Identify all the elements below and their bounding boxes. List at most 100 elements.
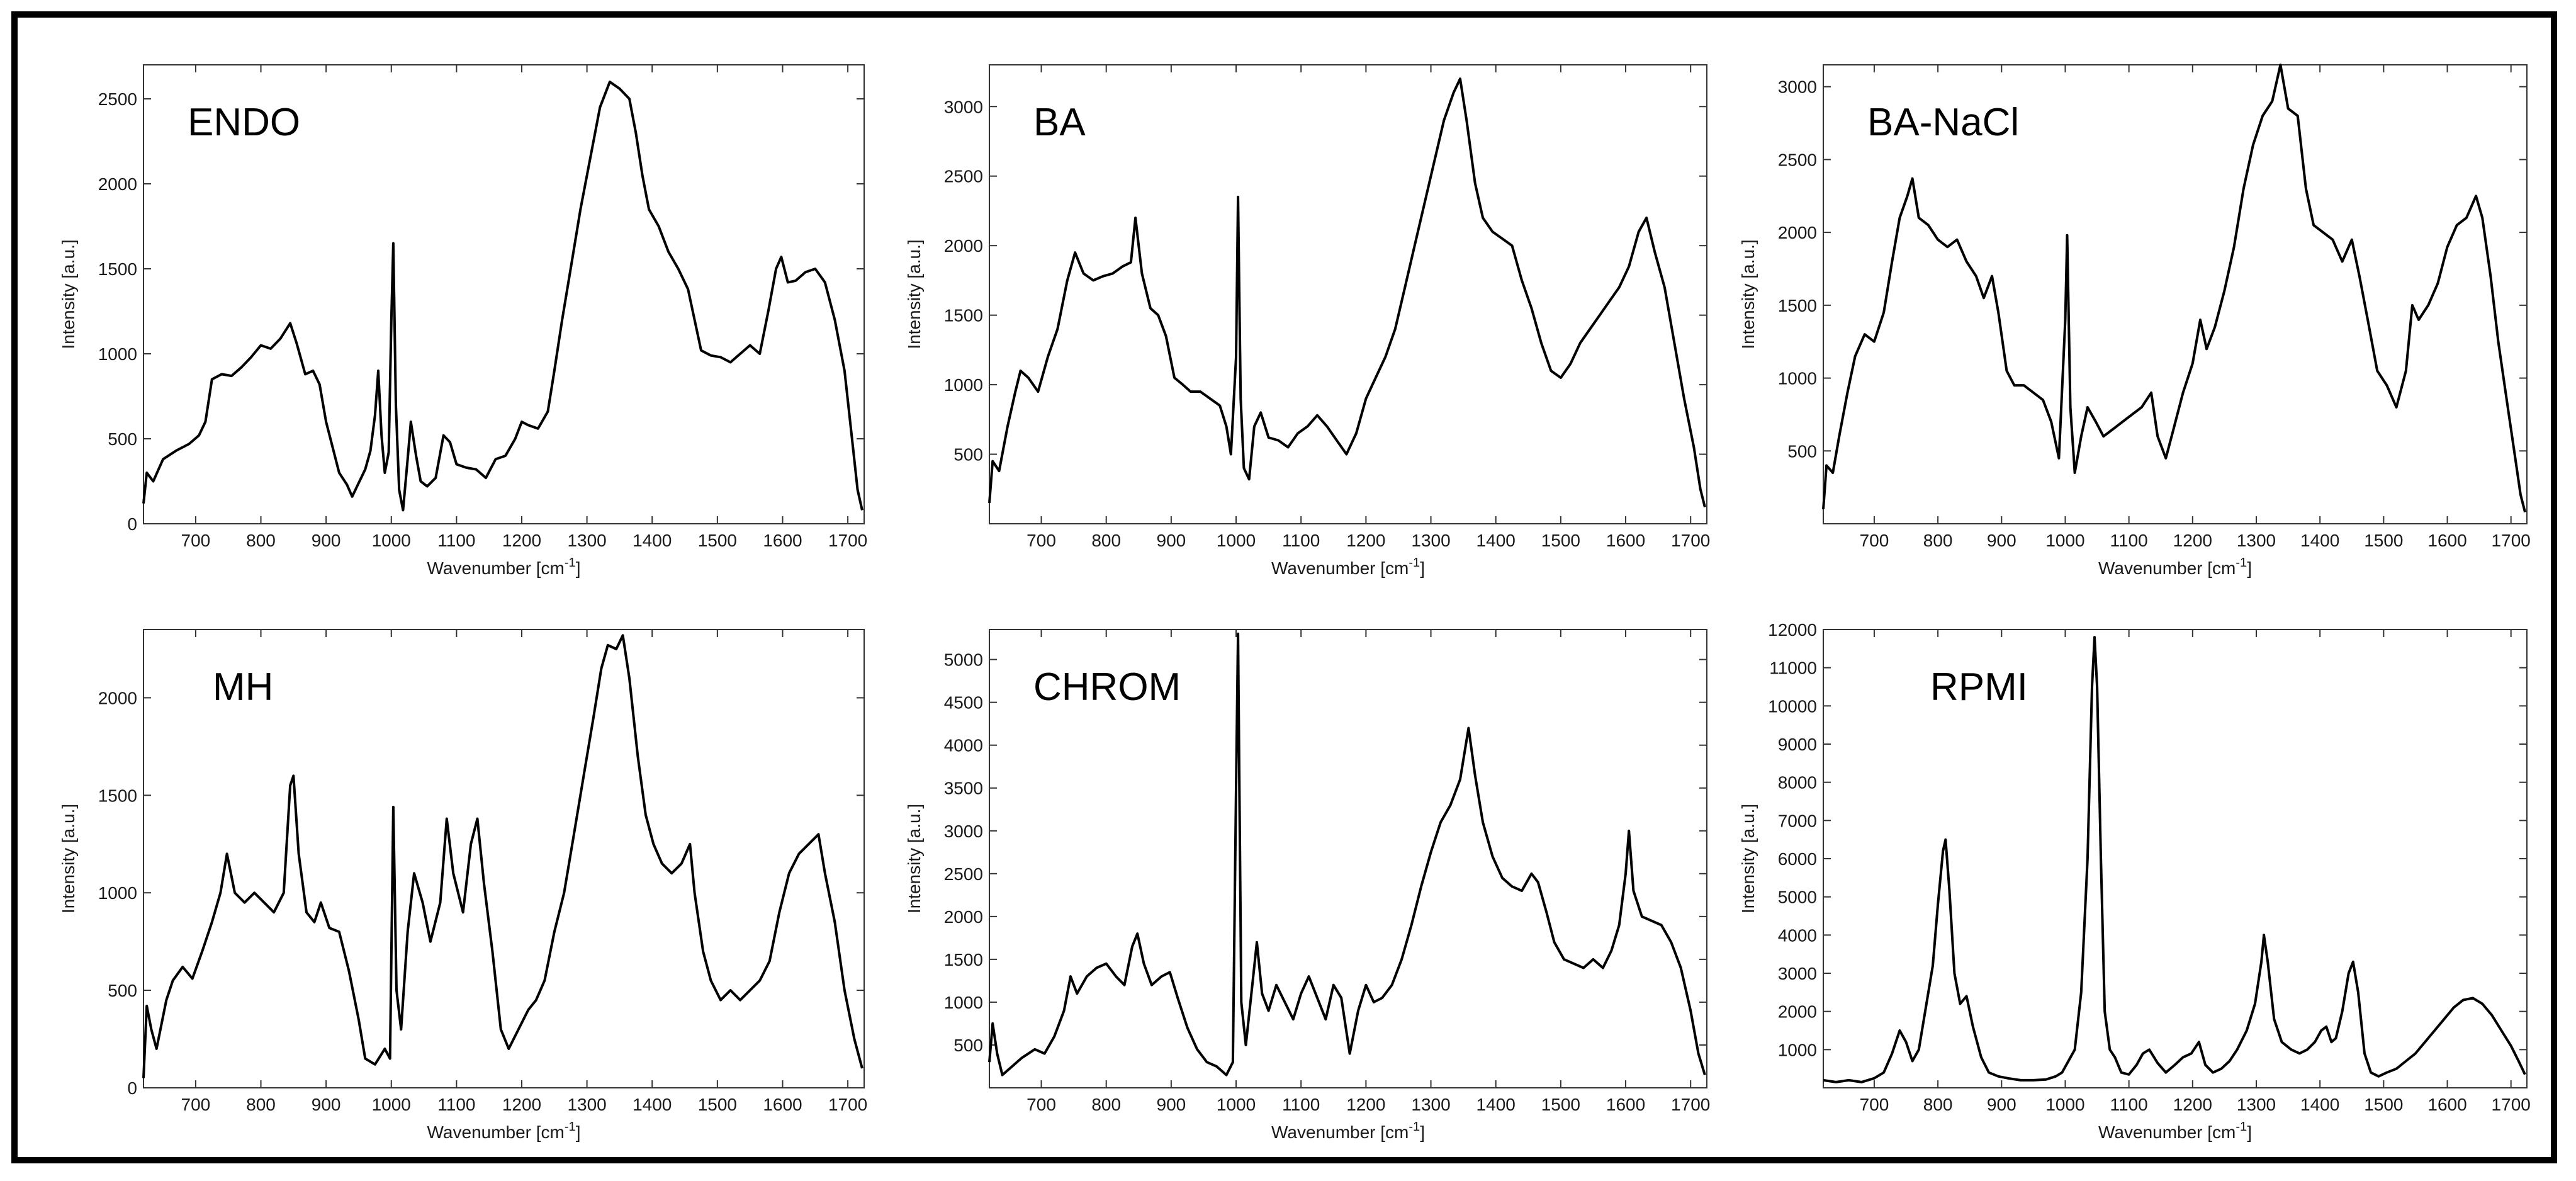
x-tick-label: 1400 xyxy=(633,531,672,550)
plot-area xyxy=(989,64,1707,524)
x-tick-label: 1600 xyxy=(1606,531,1645,550)
x-tick-label: 1600 xyxy=(763,1095,802,1114)
y-tick-label: 4000 xyxy=(944,736,983,755)
x-tick-label: 1000 xyxy=(1217,1095,1256,1114)
y-tick-label: 1500 xyxy=(98,259,137,279)
y-tick-label: 6000 xyxy=(1778,849,1817,869)
y-tick-label: 500 xyxy=(108,429,137,449)
plot-area xyxy=(1823,64,2528,524)
y-tick-label: 2500 xyxy=(1778,150,1817,169)
x-tick-label: 800 xyxy=(246,1095,276,1114)
y-tick-label: 500 xyxy=(1787,441,1817,461)
y-tick-label: 1500 xyxy=(944,950,983,969)
x-tick-label: 1500 xyxy=(1541,531,1580,550)
x-tick-label: 1600 xyxy=(1606,1095,1645,1114)
x-tick-label: 1100 xyxy=(437,1095,475,1114)
x-tick-label: 900 xyxy=(1157,1095,1186,1114)
x-tick-label: 1200 xyxy=(502,531,541,550)
x-tick-label: 1500 xyxy=(698,1095,737,1114)
x-tick-label: 700 xyxy=(1860,1095,1889,1114)
y-tick-label: 2000 xyxy=(98,688,137,708)
y-axis-label: Intensity [a.u.] xyxy=(904,239,924,349)
x-tick-label: 1100 xyxy=(1282,1095,1320,1114)
x-tick-label: 1700 xyxy=(1671,1095,1710,1114)
x-tick-label: 1200 xyxy=(1346,1095,1385,1114)
x-tick-label: 1500 xyxy=(1541,1095,1580,1114)
y-tick-label: 2000 xyxy=(1778,1002,1817,1022)
x-tick-label: 1500 xyxy=(2364,531,2403,550)
panel-label: BA xyxy=(1033,101,1086,144)
plot-area xyxy=(1823,629,2528,1088)
x-axis-label: Wavenumber [cm-1] xyxy=(1271,1120,1425,1142)
x-tick-label: 1200 xyxy=(502,1095,541,1114)
x-axis-label: Wavenumber [cm-1] xyxy=(1271,556,1425,578)
panel-ba-nacl: 700 800 900 1000 1100 1200 1300 1400 1500 1600 170… xyxy=(1738,64,2531,578)
y-axis-label: Intensity [a.u.] xyxy=(1738,239,1758,349)
y-tick-label: 500 xyxy=(108,981,137,1000)
plot-area xyxy=(989,629,1707,1088)
y-tick-label: 500 xyxy=(953,445,983,465)
y-tick-label: 2500 xyxy=(944,167,983,186)
x-axis-label: Wavenumber [cm-1] xyxy=(427,556,581,578)
y-tick-label: 0 xyxy=(127,514,137,534)
x-tick-label: 800 xyxy=(246,531,276,550)
panel-label: CHROM xyxy=(1033,665,1181,709)
y-tick-label: 1500 xyxy=(98,786,137,805)
x-tick-label: 1000 xyxy=(2045,1095,2084,1114)
y-tick-label: 11000 xyxy=(1769,658,1817,678)
x-tick-label: 1400 xyxy=(2300,531,2339,550)
y-tick-label: 3500 xyxy=(944,779,983,798)
x-tick-label: 1400 xyxy=(2300,1095,2339,1114)
x-tick-label: 800 xyxy=(1091,1095,1121,1114)
x-tick-label: 1200 xyxy=(1346,531,1385,550)
y-axis-label: Intensity [a.u.] xyxy=(904,804,924,913)
x-tick-label: 1200 xyxy=(2173,1095,2212,1114)
x-tick-label: 900 xyxy=(1987,531,2016,550)
y-tick-label: 7000 xyxy=(1778,811,1817,830)
panel-ba: 700 800 900 1000 1100 1200 1300 1400 1500 1600 170… xyxy=(904,64,1710,578)
x-tick-label: 1000 xyxy=(1217,531,1256,550)
y-axis-label: Intensity [a.u.] xyxy=(1738,804,1758,913)
y-tick-label: 1000 xyxy=(1778,369,1817,388)
x-tick-label: 1300 xyxy=(1411,1095,1450,1114)
x-tick-label: 1300 xyxy=(1411,531,1450,550)
y-axis-label: Intensity [a.u.] xyxy=(59,804,78,913)
y-tick-label: 1000 xyxy=(1778,1040,1817,1060)
x-tick-label: 1700 xyxy=(828,1095,867,1114)
spectrum-line xyxy=(988,77,1706,507)
x-tick-label: 1600 xyxy=(763,531,802,550)
y-tick-label: 1500 xyxy=(944,306,983,325)
x-tick-label: 1200 xyxy=(2173,531,2212,550)
x-axis-label: Wavenumber [cm-1] xyxy=(2098,1120,2252,1142)
y-tick-label: 1000 xyxy=(98,883,137,903)
x-tick-label: 1100 xyxy=(2110,1095,2148,1114)
y-tick-label: 2000 xyxy=(98,174,137,194)
x-tick-label: 1400 xyxy=(1476,1095,1516,1114)
y-axis-label: Intensity [a.u.] xyxy=(59,239,78,349)
x-tick-label: 1000 xyxy=(372,531,411,550)
y-tick-label: 9000 xyxy=(1778,735,1817,754)
x-tick-label: 1500 xyxy=(2364,1095,2403,1114)
x-tick-label: 1000 xyxy=(372,1095,411,1114)
panel-label: MH xyxy=(213,665,273,709)
x-tick-label: 900 xyxy=(312,1095,341,1114)
x-tick-label: 700 xyxy=(1860,531,1889,550)
y-tick-label: 2000 xyxy=(1778,223,1817,242)
panel-label: BA-NaCl xyxy=(1867,101,2019,144)
y-tick-label: 3000 xyxy=(944,822,983,841)
x-tick-label: 900 xyxy=(1157,531,1186,550)
spectrum-line xyxy=(1823,636,2526,1083)
x-tick-label: 700 xyxy=(181,531,211,550)
x-tick-label: 1400 xyxy=(1476,531,1516,550)
y-tick-label: 1000 xyxy=(944,993,983,1012)
y-tick-label: 5000 xyxy=(1778,888,1817,907)
x-tick-label: 900 xyxy=(312,531,341,550)
x-tick-label: 800 xyxy=(1091,531,1121,550)
x-tick-label: 700 xyxy=(181,1095,211,1114)
y-tick-label: 2000 xyxy=(944,907,983,927)
x-tick-label: 1100 xyxy=(1282,531,1320,550)
y-tick-label: 12000 xyxy=(1768,620,1817,640)
y-tick-label: 5000 xyxy=(944,650,983,670)
y-tick-label: 1000 xyxy=(98,344,137,364)
